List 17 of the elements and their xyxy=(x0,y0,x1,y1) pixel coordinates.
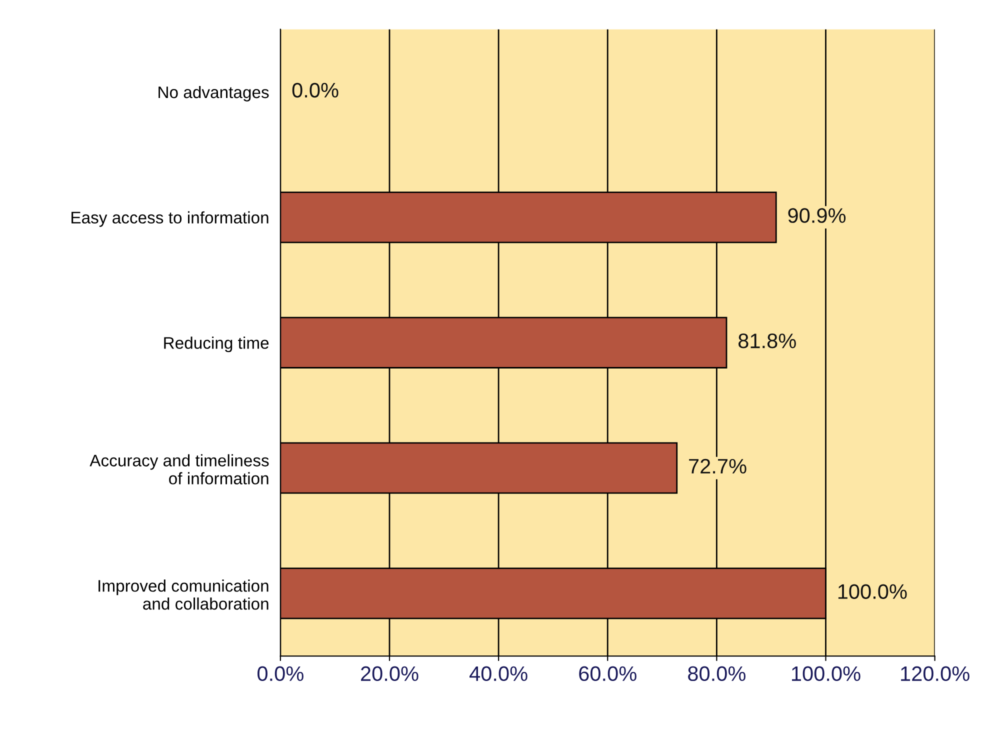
x-tick-label: 80.0% xyxy=(688,666,746,682)
x-tick-label: 20.0% xyxy=(361,666,418,682)
x-tick-label: 120.0% xyxy=(901,666,970,682)
y-tick-label: Improved comunication and collaboration xyxy=(98,580,268,610)
data-label: 72.7% xyxy=(689,458,746,474)
data-label: 0.0% xyxy=(292,82,338,98)
x-tick-label: 0.0% xyxy=(258,666,304,682)
x-tick-label: 100.0% xyxy=(792,666,860,682)
data-label: 81.8% xyxy=(738,334,796,348)
x-tick-label: 40.0% xyxy=(470,666,528,682)
y-tick-label: No advantages xyxy=(158,86,269,102)
y-tick-label: Accuracy and timeliness of information xyxy=(90,454,269,484)
data-label: 100.0% xyxy=(838,584,907,599)
x-tick-label: 60.0% xyxy=(579,666,636,682)
data-label: 90.9% xyxy=(788,208,846,223)
y-tick-label: Easy access to information xyxy=(72,211,268,227)
y-tick-label: Reducing time xyxy=(164,336,269,352)
